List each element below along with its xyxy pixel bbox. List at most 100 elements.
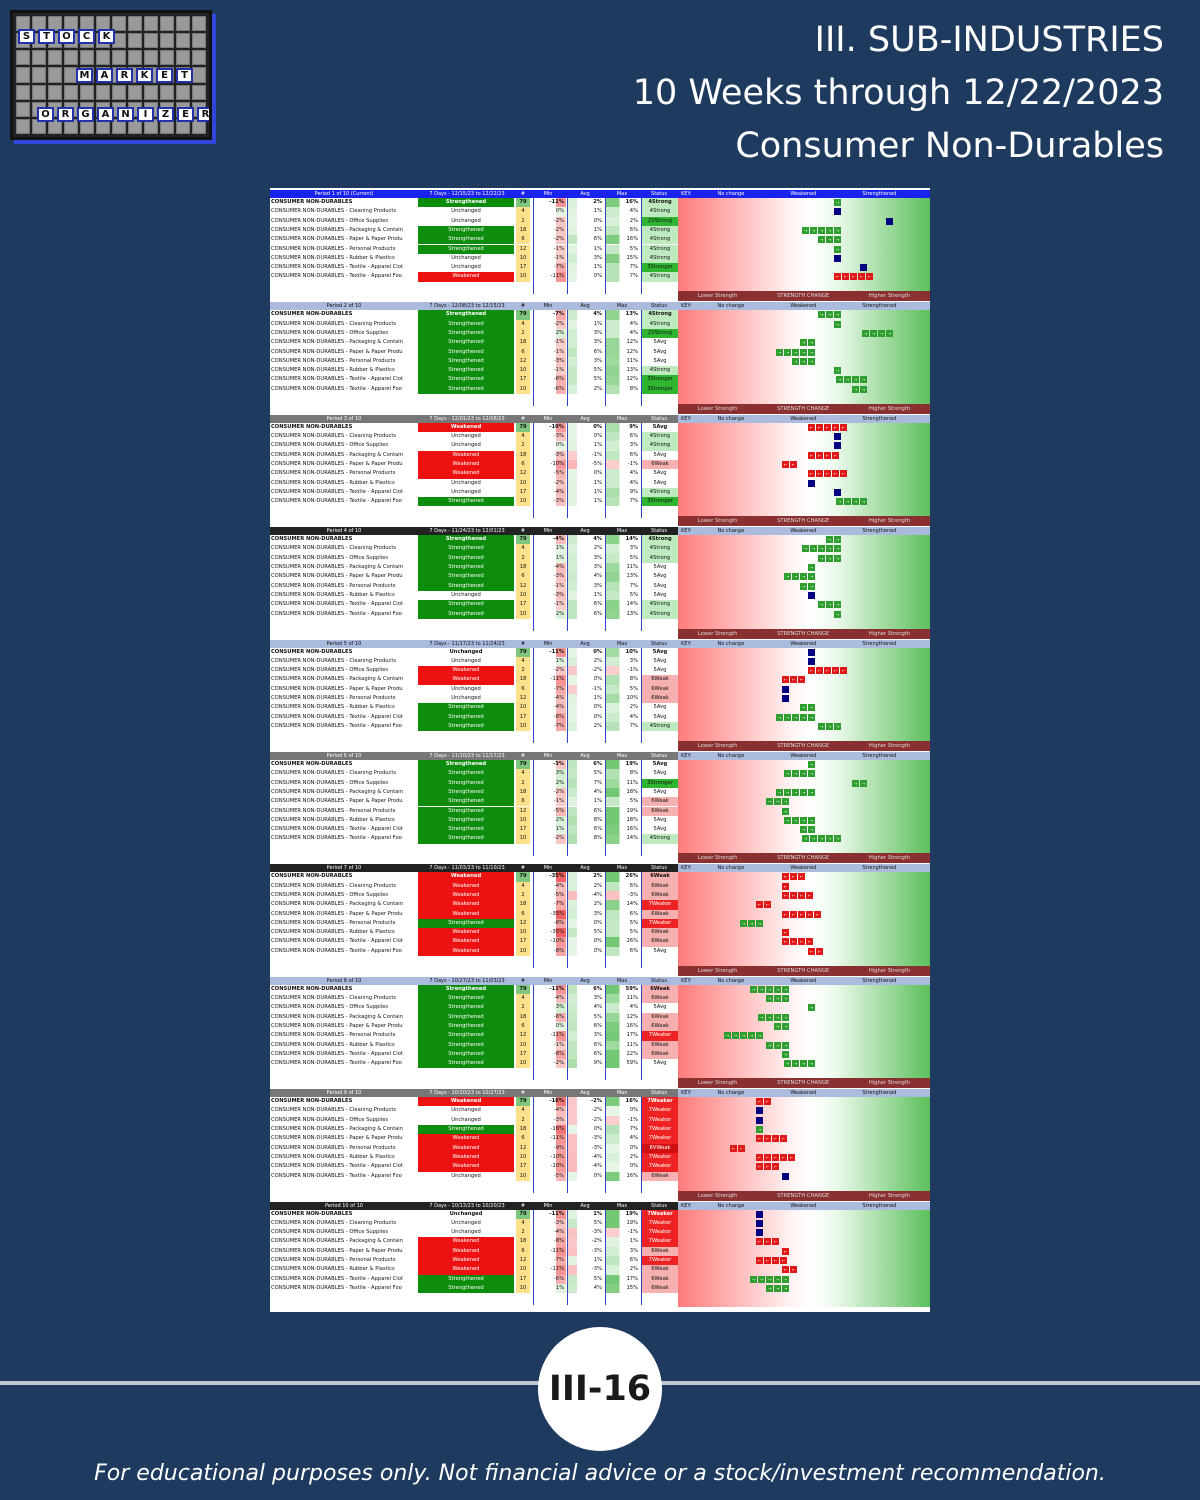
title-line-section: III. SUB-INDUSTRIES	[814, 20, 1164, 60]
logo-tile	[48, 16, 62, 32]
table-row: CONSUMER NON-DURABLES - Rubber & Plastic…	[270, 253, 930, 264]
col-avg: Avg	[580, 415, 590, 422]
row-min: -16%	[532, 1125, 566, 1135]
row-avg: 0%	[568, 946, 604, 957]
table-row: CONSUMER NON-DURABLES - Packaging & Cont…	[270, 450, 930, 460]
row-count: 2	[516, 441, 530, 451]
period-dates: 7 Days - 10/13/23 to 10/20/23	[429, 1202, 505, 1209]
logo-tile	[64, 50, 78, 66]
row-avg: -2%	[568, 1237, 604, 1247]
row-name: CONSUMER NON-DURABLES - Textile - Appare…	[271, 601, 403, 608]
col-min: Min	[543, 528, 553, 535]
logo-tile	[144, 33, 158, 49]
key-weakened: Weakened	[790, 303, 817, 310]
row-count: 12	[516, 1143, 530, 1153]
table-row: CONSUMER NON-DURABLES - Textile - Appare…	[270, 1059, 930, 1069]
col-status: Status	[651, 640, 667, 647]
period-panel: Period 7 of 10 7 Days - 11/03/23 to 11/10…	[270, 853, 930, 976]
row-avg: 6%	[568, 600, 604, 610]
row-max: 6%	[606, 450, 640, 460]
row-count: 18	[516, 900, 530, 910]
table-row: CONSUMER NON-DURABLES - Packaging & Cont…	[270, 1125, 930, 1135]
table-row: CONSUMER NON-DURABLES - Cleaning Product…	[270, 769, 930, 779]
column-guide	[605, 984, 606, 1081]
row-avg: 3%	[568, 1031, 604, 1041]
logo-tile	[176, 50, 190, 66]
row-min: -3%	[532, 590, 566, 601]
row-max: 19%	[606, 760, 640, 770]
strengthened-arrow: →	[774, 1275, 781, 1283]
logo-tile	[144, 16, 158, 32]
row-max: 5%	[606, 684, 640, 695]
row-name: CONSUMER NON-DURABLES - Textile - Appare…	[271, 1050, 403, 1057]
strengthened-arrow: →	[776, 348, 783, 356]
row-min: -10%	[532, 422, 566, 433]
strengthened-arrow: →	[784, 348, 791, 356]
row-name: CONSUMER NON-DURABLES - Office Supplies	[271, 779, 389, 786]
table-row: CONSUMER NON-DURABLES - Personal Product…	[270, 1256, 930, 1266]
title-line-sector: Consumer Non-Durables	[735, 126, 1164, 166]
row-strength: 7Weaker	[642, 1209, 678, 1219]
strength-gradient	[678, 872, 930, 971]
column-guide	[605, 422, 606, 519]
logo-tile	[144, 50, 158, 66]
strengthened-arrow: →	[776, 788, 783, 796]
row-avg: -2%	[568, 1097, 604, 1107]
row-name: CONSUMER NON-DURABLES - Personal Product…	[271, 470, 396, 477]
strength-scale-bar: Lower Strength STRENGTH CHANGE Higher Stre…	[678, 516, 930, 527]
row-name: CONSUMER NON-DURABLES - Textile - Appare…	[271, 1163, 403, 1170]
row-max: 18%	[606, 787, 640, 798]
table-row: CONSUMER NON-DURABLES - Rubber & Plastic…	[270, 928, 930, 938]
column-guide	[641, 760, 642, 856]
row-avg: 2%	[568, 384, 604, 395]
table-row: CONSUMER NON-DURABLES - Textile - Appare…	[270, 1171, 930, 1181]
row-min: 1%	[532, 544, 566, 554]
row-avg: 0%	[568, 272, 604, 282]
weakened-arrow: ←	[790, 873, 797, 881]
strength-scale-bar: Lower Strength STRENGTH CHANGE Higher Stre…	[678, 403, 930, 414]
strengthened-arrow: →	[800, 788, 807, 796]
row-count: 10	[516, 834, 530, 844]
row-strength: 5Avg	[642, 787, 678, 798]
key-label: KEY:	[681, 865, 692, 872]
scale-higher: Higher Strength	[868, 967, 911, 974]
column-guide	[641, 422, 642, 519]
key-weakened: Weakened	[790, 415, 817, 422]
col-max: Max	[616, 1090, 628, 1097]
row-count: 10	[516, 609, 530, 619]
strengthened-arrow: →	[792, 713, 799, 721]
row-status: Weakened	[418, 1152, 514, 1163]
scale-change: STRENGTH CHANGE	[777, 855, 830, 862]
scale-lower: Lower Strength	[697, 855, 738, 862]
table-row: CONSUMER NON-DURABLES - Rubber & Plastic…	[270, 815, 930, 826]
strengthened-arrow: →	[766, 1041, 773, 1049]
strengthened-arrow: →	[808, 770, 815, 778]
key-legend: KEY: No change Weakened Strengthened	[678, 1201, 930, 1210]
row-avg: 6%	[568, 347, 604, 357]
row-name: CONSUMER NON-DURABLES - Paper & Paper Pr…	[271, 460, 403, 467]
key-no-change: No change	[717, 977, 745, 984]
data-table-image: Period 1 of 10 (Current) 7 Days - 12/15/2…	[270, 188, 930, 1312]
key-label: KEY:	[681, 1090, 692, 1097]
row-count: 2	[516, 216, 530, 226]
strengthened-arrow: →	[802, 226, 809, 234]
period-dates: 7 Days - 11/10/23 to 11/17/23	[429, 753, 505, 759]
row-count: 17	[516, 600, 530, 610]
key-no-change: No change	[717, 865, 745, 872]
logo-letter: O	[37, 107, 54, 122]
weakened-arrow: ←	[824, 470, 831, 478]
row-min: 0%	[532, 1021, 566, 1032]
row-strength: 3Stronger	[642, 375, 678, 385]
col-count: #	[520, 753, 526, 759]
row-min: 1%	[532, 553, 566, 564]
weakened-arrow: ←	[756, 1238, 763, 1246]
row-max: 4%	[606, 207, 640, 217]
row-strength: 3Stronger	[642, 497, 678, 507]
strengthened-arrow: →	[852, 385, 859, 393]
weakened-arrow: ←	[790, 910, 797, 918]
row-avg: 3%	[568, 563, 604, 573]
strengthened-arrow: →	[878, 329, 885, 337]
row-strength: 5Avg	[642, 338, 678, 348]
row-status: Strengthened	[418, 609, 514, 619]
table-row: CONSUMER NON-DURABLES Weakened 79 -16% -2% 16…	[270, 1097, 930, 1107]
